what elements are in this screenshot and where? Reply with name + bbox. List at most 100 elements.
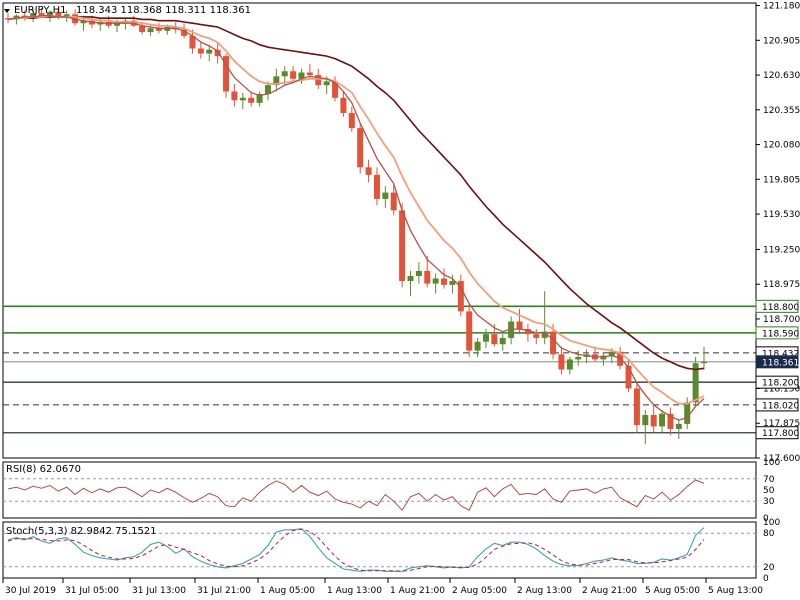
candle [524, 324, 531, 342]
rsi-y-tick: 30 [763, 497, 775, 507]
ma-slow-line [7, 16, 705, 371]
candle [390, 185, 397, 216]
x-tick-label: 31 Jul 21:00 [197, 586, 251, 596]
rsi-y-tick: 100 [763, 458, 780, 468]
candle [407, 270, 414, 297]
y-tick-label: 118.700 [763, 315, 800, 325]
y-tick-label: 120.080 [763, 141, 800, 151]
rsi-y-tick: 50 [763, 486, 775, 496]
level-badge-label: 118.200 [762, 379, 799, 389]
x-tick-label: 5 Aug 05:00 [645, 586, 700, 596]
candle [223, 53, 230, 98]
candle [256, 91, 263, 107]
x-tick-label: 1 Aug 21:00 [390, 586, 445, 596]
candle [239, 92, 246, 110]
candle [248, 91, 255, 107]
main-chart-frame [2, 2, 757, 459]
level-badge-label: 118.361 [762, 358, 799, 368]
candle [206, 44, 213, 62]
x-tick-label: 2 Aug 21:00 [582, 586, 637, 596]
y-tick-label: 121.180 [763, 2, 800, 12]
candle [30, 9, 37, 22]
stoch-main-line [7, 527, 705, 572]
level-badge-label: 118.020 [762, 401, 799, 411]
stoch-y-tick: 20 [763, 563, 775, 573]
x-tick-label: 30 Jul 2019 [5, 586, 56, 596]
candle [231, 83, 238, 107]
x-tick-label: 2 Aug 13:00 [517, 586, 572, 596]
stoch-signal-line [7, 528, 705, 572]
candle [516, 308, 523, 335]
candle [340, 91, 347, 117]
candle [382, 186, 389, 208]
candle [365, 159, 372, 183]
candle [575, 350, 582, 366]
candle [348, 106, 355, 132]
level-badge-118.800 [755, 299, 799, 313]
candle [357, 123, 364, 174]
stoch-panel-frame [2, 521, 757, 579]
candle [189, 29, 196, 54]
y-tick-label: 118.150 [763, 384, 800, 394]
candle [298, 68, 305, 84]
candle [482, 329, 489, 349]
candle [675, 420, 682, 440]
candle [633, 382, 640, 433]
candle [441, 268, 448, 289]
ma-mid-line [7, 14, 705, 405]
candle [197, 40, 204, 59]
ohlc-values: 118.343 118.368 118.311 118.361 [76, 5, 251, 16]
y-tick-label: 119.530 [763, 210, 800, 220]
level-badge-118.590 [755, 326, 799, 340]
candle [424, 255, 431, 288]
level-badge-label: 118.590 [762, 329, 799, 339]
candle [499, 334, 506, 351]
candle [642, 409, 649, 445]
y-tick-label: 118.975 [763, 280, 800, 290]
candle [667, 407, 674, 436]
stoch-label: Stoch(5,3,3) 82.9842 75.1521 [6, 526, 157, 537]
candle [273, 68, 280, 92]
candle [659, 409, 666, 433]
y-tick-label: 120.905 [763, 36, 800, 46]
level-badge-117.800 [755, 426, 799, 440]
x-tick-label: 31 Jul 05:00 [65, 586, 119, 596]
x-tick-label: 2 Aug 05:00 [452, 586, 507, 596]
level-badge-label: 118.432 [762, 349, 799, 359]
symbol-label: EURJPY,H1 [14, 5, 67, 16]
candle [650, 404, 657, 433]
stoch-y-tick: 0 [763, 574, 769, 584]
candle [466, 303, 473, 357]
rsi-label: RSI(8) 62.0670 [6, 464, 81, 475]
candle [625, 359, 632, 393]
level-badge-118.020 [755, 398, 799, 412]
x-tick-label: 1 Aug 05:00 [260, 586, 315, 596]
rsi-y-tick: 70 [763, 475, 775, 485]
symbol-dropdown-icon[interactable] [4, 9, 10, 13]
y-tick-label: 117.875 [763, 419, 800, 429]
x-tick-label: 31 Jul 13:00 [132, 586, 186, 596]
candle [373, 167, 380, 206]
candle [214, 43, 221, 64]
x-tick-label: 1 Aug 13:00 [327, 586, 382, 596]
candle [541, 291, 548, 345]
rsi-panel-frame [2, 461, 757, 519]
candle [558, 346, 565, 375]
candle [474, 337, 481, 357]
ma-fast-line [7, 14, 705, 421]
stoch-y-tick: 80 [763, 529, 775, 539]
y-tick-label: 120.630 [763, 71, 800, 81]
candle [457, 274, 464, 317]
level-badge-label: 118.800 [762, 303, 799, 313]
y-tick-label: 119.250 [763, 245, 800, 255]
candle [701, 346, 707, 370]
rsi-y-tick: 0 [763, 514, 769, 524]
candle [399, 202, 406, 288]
stoch-y-tick: 100 [763, 518, 780, 528]
y-tick-label: 120.355 [763, 106, 800, 116]
x-tick-label: 5 Aug 13:00 [708, 586, 763, 596]
rsi-line [7, 479, 705, 511]
candle [415, 262, 422, 284]
candle [684, 397, 691, 429]
